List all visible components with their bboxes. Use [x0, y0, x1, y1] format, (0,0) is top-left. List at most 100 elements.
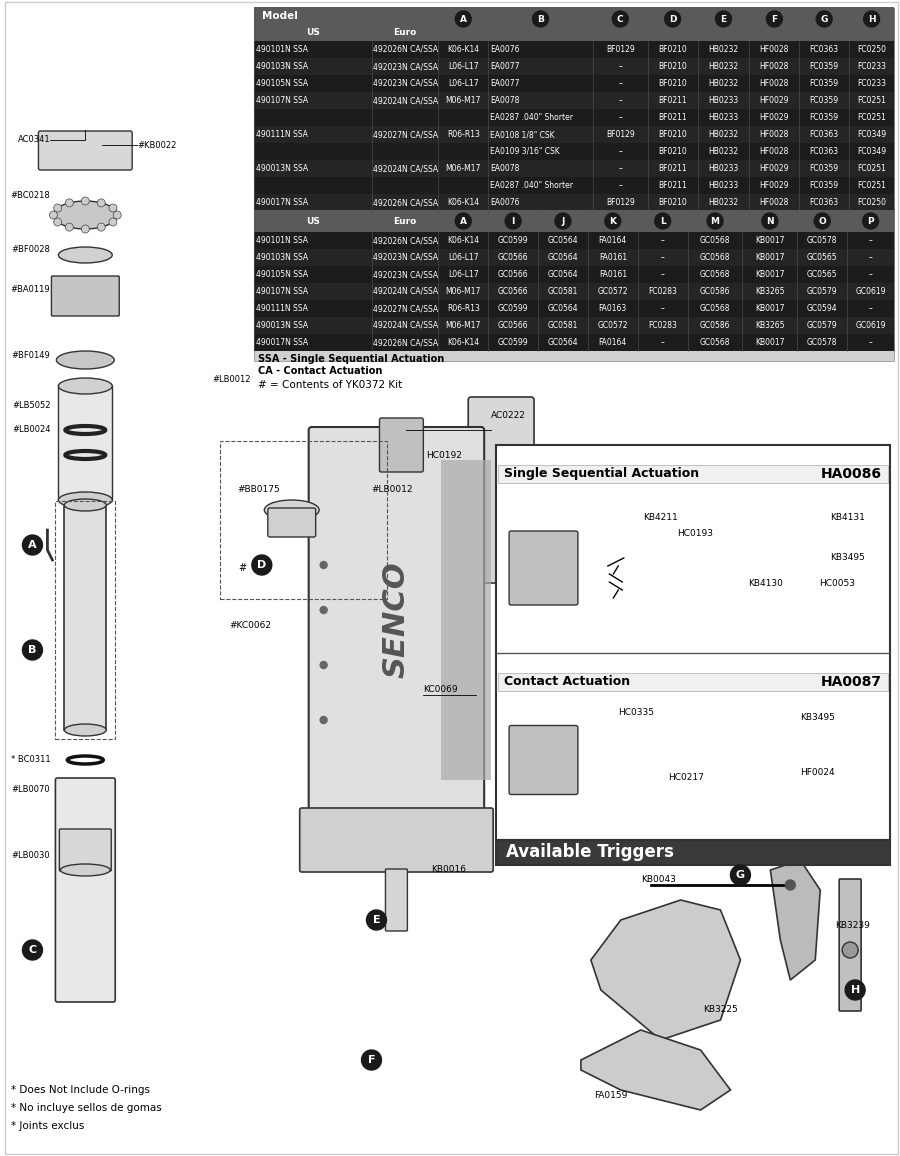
FancyBboxPatch shape — [509, 531, 578, 605]
Text: #BF0028: #BF0028 — [12, 245, 50, 254]
Text: GC0619: GC0619 — [855, 287, 886, 296]
Circle shape — [66, 223, 73, 231]
Text: GC0572: GC0572 — [598, 287, 628, 296]
Circle shape — [113, 212, 122, 218]
Text: KB0017: KB0017 — [755, 338, 785, 347]
FancyBboxPatch shape — [254, 75, 894, 92]
Text: E: E — [720, 15, 726, 23]
Text: HC0193: HC0193 — [678, 528, 714, 538]
Text: FC0283: FC0283 — [648, 287, 677, 296]
FancyBboxPatch shape — [59, 829, 112, 870]
Text: #LB0030: #LB0030 — [12, 851, 50, 860]
Text: GC0599: GC0599 — [498, 236, 528, 245]
Text: US: US — [306, 28, 319, 37]
Text: AC0222: AC0222 — [491, 410, 526, 420]
Text: FC0349: FC0349 — [857, 147, 886, 156]
Text: E: E — [373, 916, 381, 925]
Circle shape — [97, 223, 105, 231]
Text: I: I — [511, 216, 515, 225]
Text: HF0028: HF0028 — [760, 147, 789, 156]
Text: GC0586: GC0586 — [700, 321, 730, 329]
Text: M06-M17: M06-M17 — [446, 96, 481, 105]
Circle shape — [109, 203, 117, 212]
Circle shape — [54, 218, 62, 227]
Text: 492026N CA/SSA: 492026N CA/SSA — [374, 338, 438, 347]
Text: EA0287 .040" Shorter: EA0287 .040" Shorter — [491, 113, 573, 123]
Text: 492024N CA/SSA: 492024N CA/SSA — [374, 287, 438, 296]
FancyBboxPatch shape — [254, 8, 894, 272]
Text: #LB0070: #LB0070 — [12, 785, 50, 794]
Text: BF0210: BF0210 — [658, 45, 687, 54]
Text: 492026N CA/SSA: 492026N CA/SSA — [374, 45, 438, 54]
Text: 492024N CA/SSA: 492024N CA/SSA — [374, 96, 438, 105]
Text: –: – — [868, 338, 872, 347]
Text: GC0564: GC0564 — [547, 253, 579, 262]
FancyBboxPatch shape — [254, 177, 894, 194]
Text: 490111N SSA: 490111N SSA — [256, 304, 308, 313]
Circle shape — [50, 212, 58, 218]
Polygon shape — [580, 1030, 731, 1110]
Text: GC0568: GC0568 — [700, 338, 730, 347]
Text: L06-L17: L06-L17 — [448, 253, 479, 262]
Text: FC0251: FC0251 — [857, 113, 886, 123]
Circle shape — [612, 12, 628, 27]
Text: 492027N CA/SSA: 492027N CA/SSA — [374, 129, 438, 139]
Circle shape — [533, 12, 548, 27]
FancyBboxPatch shape — [441, 460, 491, 780]
Text: O: O — [818, 216, 826, 225]
Text: C: C — [29, 944, 37, 955]
Text: HF0028: HF0028 — [760, 129, 789, 139]
Text: KB0017: KB0017 — [755, 304, 785, 313]
Circle shape — [707, 213, 723, 229]
Circle shape — [654, 213, 670, 229]
Text: GC0578: GC0578 — [807, 236, 838, 245]
Circle shape — [862, 213, 878, 229]
Text: FC0233: FC0233 — [857, 79, 886, 88]
Text: * Joints exclus: * Joints exclus — [11, 1121, 84, 1131]
FancyBboxPatch shape — [498, 465, 888, 483]
Text: GC0599: GC0599 — [498, 304, 528, 313]
Text: A: A — [460, 216, 467, 225]
Text: GC0564: GC0564 — [547, 304, 579, 313]
Text: HA0086: HA0086 — [821, 467, 882, 481]
Text: HC0053: HC0053 — [819, 578, 855, 587]
FancyBboxPatch shape — [254, 249, 894, 266]
Text: M06-M17: M06-M17 — [446, 164, 481, 173]
Circle shape — [66, 199, 73, 207]
Text: –: – — [661, 253, 664, 262]
Circle shape — [109, 218, 117, 227]
Text: 492026N CA/SSA: 492026N CA/SSA — [374, 236, 438, 245]
Text: GC0581: GC0581 — [548, 321, 578, 329]
Circle shape — [455, 213, 472, 229]
Ellipse shape — [65, 724, 106, 736]
Text: GC0564: GC0564 — [547, 236, 579, 245]
Text: F: F — [771, 15, 778, 23]
Text: A: A — [460, 15, 467, 23]
Text: #BC0218: #BC0218 — [11, 191, 50, 200]
Text: –: – — [618, 79, 622, 88]
Text: FC0363: FC0363 — [810, 129, 839, 139]
Text: US: US — [306, 216, 319, 225]
Text: Euro: Euro — [393, 28, 417, 37]
FancyBboxPatch shape — [268, 507, 316, 538]
Text: –: – — [661, 338, 664, 347]
Text: GC0568: GC0568 — [700, 253, 730, 262]
Text: GC0568: GC0568 — [700, 236, 730, 245]
Text: M: M — [710, 216, 719, 225]
Text: –: – — [618, 181, 622, 190]
FancyBboxPatch shape — [254, 160, 894, 177]
Text: GC0568: GC0568 — [700, 304, 730, 313]
Text: HB0232: HB0232 — [708, 198, 739, 207]
FancyBboxPatch shape — [58, 385, 112, 501]
Text: Available Triggers: Available Triggers — [506, 843, 674, 861]
Text: * BC0311: * BC0311 — [11, 756, 50, 764]
Text: #: # — [238, 563, 246, 573]
Text: BF0211: BF0211 — [658, 164, 687, 173]
FancyBboxPatch shape — [380, 418, 423, 472]
Text: GC0566: GC0566 — [498, 321, 528, 329]
Text: BF0211: BF0211 — [658, 181, 687, 190]
Text: KB4131: KB4131 — [830, 513, 865, 523]
Text: Model: Model — [262, 12, 298, 21]
FancyBboxPatch shape — [51, 276, 119, 316]
Text: FA0159: FA0159 — [594, 1090, 627, 1099]
